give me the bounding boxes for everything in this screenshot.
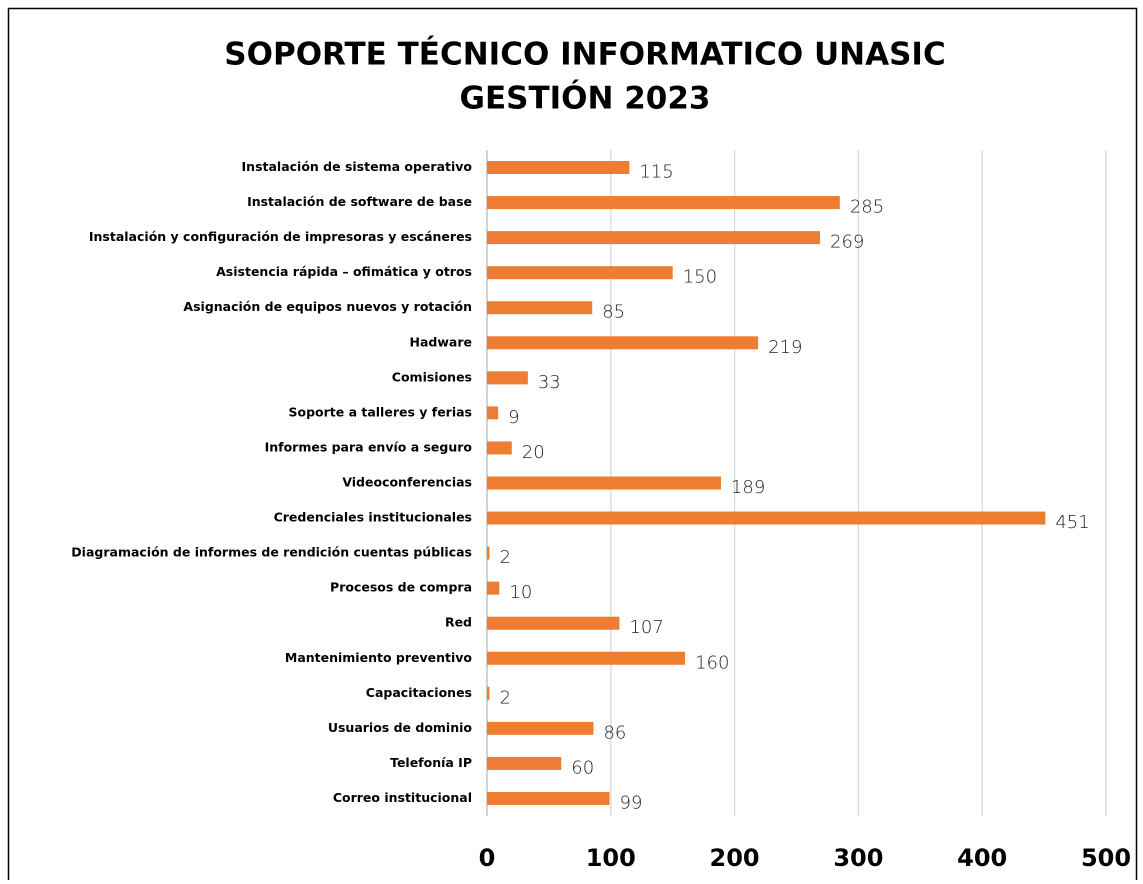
- y-tick-label: Instalación de software de base: [247, 194, 472, 209]
- data-label: 189: [731, 477, 765, 498]
- bar: [487, 266, 673, 280]
- bar: [487, 686, 490, 700]
- bar: [487, 791, 610, 805]
- y-tick-label: Instalación y configuración de impresora…: [89, 229, 472, 244]
- data-label: 2: [499, 687, 510, 708]
- bar: [487, 196, 840, 210]
- data-label: 150: [683, 267, 717, 288]
- bar: [487, 406, 499, 420]
- x-tick-label: 500: [1081, 844, 1131, 872]
- y-tick-label: Mantenimiento preventivo: [285, 650, 473, 665]
- bar: [487, 371, 528, 385]
- x-tick-label: 300: [833, 844, 883, 872]
- data-label: 60: [571, 757, 594, 778]
- bar: [487, 161, 630, 175]
- data-label: 9: [508, 407, 519, 428]
- bar: [487, 651, 686, 665]
- y-tick-label: Asistencia rápida – ofimática y otros: [216, 264, 472, 279]
- data-label: 269: [830, 232, 864, 253]
- bar: [487, 616, 620, 630]
- y-tick-label: Correo institucional: [333, 790, 472, 805]
- y-tick-label: Soporte a talleres y ferias: [288, 404, 472, 419]
- bar: [487, 511, 1046, 525]
- data-label: 10: [509, 582, 532, 603]
- y-tick-label: Videoconferencias: [342, 475, 472, 490]
- y-tick-label: Credenciales institucionales: [274, 510, 472, 525]
- y-tick-label: Red: [445, 615, 472, 630]
- bar: [487, 336, 759, 350]
- bar: [487, 721, 594, 735]
- y-tick-label: Hadware: [410, 334, 472, 349]
- bar: [487, 476, 721, 490]
- y-tick-label: Usuarios de dominio: [328, 720, 473, 735]
- data-label: 107: [629, 617, 663, 638]
- data-label: 115: [639, 162, 673, 183]
- chart-title: SOPORTE TÉCNICO INFORMATICO UNASIC: [224, 37, 945, 73]
- data-label: 85: [602, 302, 625, 323]
- y-tick-label: Instalación de sistema operativo: [242, 159, 473, 174]
- data-label: 33: [538, 372, 561, 393]
- data-label: 160: [695, 652, 729, 673]
- bar: [487, 546, 490, 560]
- x-tick-label: 200: [710, 844, 760, 872]
- data-label: 219: [768, 337, 802, 358]
- data-label: 20: [522, 442, 545, 463]
- chart-border: [7, 7, 1138, 884]
- x-tick-label: 0: [479, 844, 496, 872]
- y-tick-label: Procesos de compra: [330, 580, 472, 595]
- data-label: 86: [603, 722, 626, 743]
- y-tick-label: Asignación de equipos nuevos y rotación: [183, 299, 472, 314]
- data-label: 451: [1055, 512, 1089, 533]
- y-tick-label: Comisiones: [392, 369, 472, 384]
- bar: [487, 581, 500, 595]
- x-tick-label: 100: [586, 844, 636, 872]
- y-tick-label: Telefonía IP: [390, 755, 472, 770]
- data-label: 2: [499, 547, 510, 568]
- bar: [487, 301, 593, 315]
- chart-title: GESTIÓN 2023: [460, 80, 711, 117]
- bar: [487, 231, 821, 245]
- y-tick-label: Diagramación de informes de rendición cu…: [71, 545, 472, 560]
- data-label: 99: [620, 792, 643, 813]
- bar: [487, 756, 562, 770]
- y-tick-label: Informes para envío a seguro: [265, 439, 473, 454]
- x-tick-label: 400: [957, 844, 1007, 872]
- y-tick-label: Capacitaciones: [366, 685, 472, 700]
- bar: [487, 441, 512, 455]
- data-label: 285: [850, 197, 884, 218]
